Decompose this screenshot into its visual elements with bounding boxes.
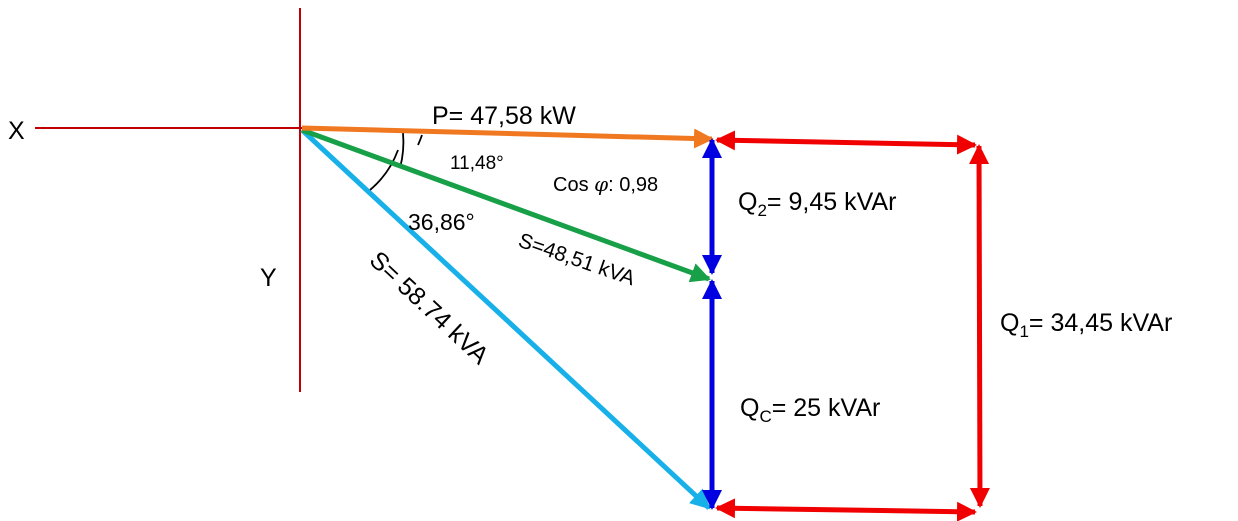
- qc-value: = 25 kVAr: [772, 394, 881, 422]
- angle-arc-small: [417, 134, 423, 146]
- angle-large-label: 36,86°: [408, 209, 475, 235]
- x-axis-label: X: [8, 117, 25, 145]
- qc-subscript: C: [759, 407, 771, 426]
- q1-letter: Q: [1000, 309, 1019, 337]
- s-new-label: S=48,51 kVA: [515, 229, 637, 290]
- qc-label: QC= 25 kVAr: [740, 394, 880, 426]
- s-old-vector: [300, 128, 711, 510]
- y-axis-label: Y: [260, 264, 277, 292]
- q1-label: Q1= 34,45 kVAr: [1000, 309, 1172, 341]
- q2-value: = 9,45 kVAr: [767, 188, 896, 216]
- cos-prefix: Cos: [553, 174, 594, 196]
- qc-letter: Q: [740, 394, 759, 422]
- angle-arc-large: [369, 149, 399, 191]
- q2-subscript: 2: [757, 201, 766, 220]
- angle-arc-small-ext: [399, 132, 405, 169]
- q1-bottom-connector: [715, 498, 977, 521]
- s-old-label: S= 58.74 kVA: [364, 246, 494, 370]
- q1-subscript: 1: [1019, 322, 1028, 341]
- cos-value: : 0,98: [608, 174, 658, 196]
- q1-value: = 34,45 kVAr: [1029, 309, 1172, 337]
- q1-top-connector: [715, 130, 977, 155]
- q1-vector: [969, 144, 990, 508]
- phi-symbol: φ: [594, 172, 608, 196]
- cos-phi-label: Cos φ: 0,98: [553, 172, 658, 196]
- s-new-vector: [301, 127, 711, 283]
- q2-label: Q2= 9,45 kVAr: [738, 188, 896, 220]
- p-vector: [301, 125, 714, 149]
- angle-small-label: 11,48°: [450, 153, 504, 174]
- q2-letter: Q: [738, 188, 757, 216]
- p-label: P= 47,58 kW: [432, 102, 576, 130]
